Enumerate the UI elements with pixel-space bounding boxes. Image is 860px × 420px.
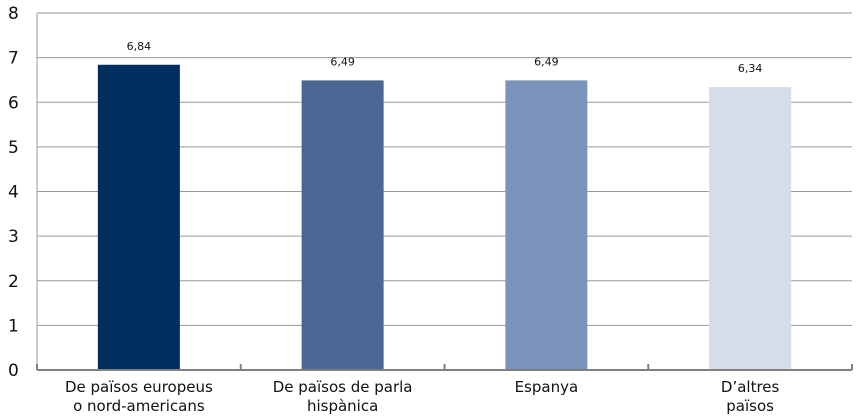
y-tick-label: 0 (8, 361, 19, 381)
x-category-label: hispànica (307, 397, 378, 415)
bar (301, 80, 384, 370)
x-category-label: països (726, 397, 774, 415)
y-tick-label: 2 (8, 272, 19, 292)
x-category-label: De països europeus (65, 378, 213, 396)
y-tick-label: 7 (8, 49, 19, 69)
x-category-label: o nord-americans (73, 397, 205, 415)
x-category-label: D’altres (721, 378, 780, 396)
data-label: 6,49 (330, 55, 355, 68)
y-tick-label: 5 (8, 138, 19, 158)
x-category-label: De països de parla (273, 378, 413, 396)
data-label: 6,34 (738, 62, 763, 75)
data-label: 6,49 (534, 55, 559, 68)
y-tick-label: 1 (8, 316, 19, 336)
bar (709, 87, 792, 370)
y-tick-label: 6 (8, 93, 19, 113)
y-tick-label: 8 (8, 4, 19, 24)
bar (505, 80, 588, 370)
y-tick-label: 3 (8, 227, 19, 247)
x-category-label: Espanya (515, 378, 579, 396)
data-label: 6,84 (127, 40, 152, 53)
bar (97, 64, 180, 370)
y-tick-label: 4 (8, 183, 19, 203)
